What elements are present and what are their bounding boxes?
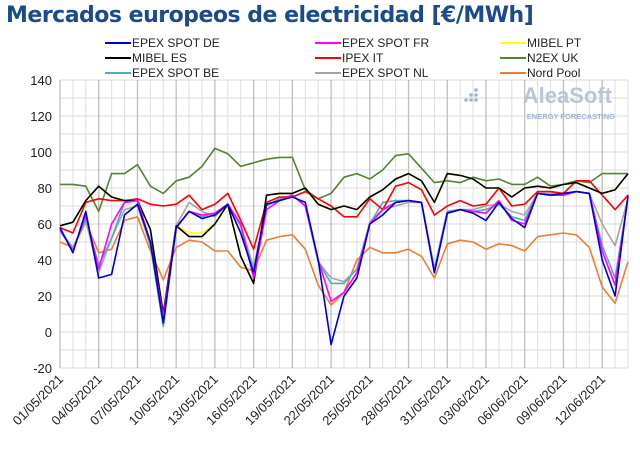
y-tick-label: 120 [30, 109, 52, 124]
legend-label: Nord Pool [527, 66, 580, 80]
legend-label: MIBEL ES [132, 51, 187, 65]
watermark-dot [474, 88, 478, 92]
watermark-dot [469, 98, 473, 102]
y-tick-label: 80 [38, 181, 52, 196]
legend-label: N2EX UK [527, 51, 578, 65]
y-tick-label: -20 [33, 361, 52, 376]
watermark-tagline: ENERGY FORECASTING [527, 112, 615, 121]
legend-label: EPEX SPOT BE [132, 66, 219, 80]
watermark-dot [474, 98, 478, 102]
legend-label: IPEX IT [342, 51, 384, 65]
y-tick-label: 100 [30, 145, 52, 160]
watermark-dot [474, 93, 478, 97]
chart-title: Mercados europeos de electricidad [€/MWh… [6, 3, 534, 28]
series-line-n2ex-uk [60, 147, 628, 213]
legend-label: MIBEL PT [527, 36, 582, 50]
series-line-ipex-it [59, 180, 629, 250]
watermark-dot [469, 93, 473, 97]
legend-label: EPEX SPOT DE [132, 36, 220, 50]
watermark-dot [464, 98, 468, 102]
series-line-epex-spot-de [59, 190, 629, 346]
y-tick-label: 140 [30, 73, 52, 88]
y-tick-label: 60 [38, 217, 52, 232]
watermark-logo: AleaSoft [523, 83, 613, 108]
y-tick-label: 20 [38, 289, 52, 304]
legend-label: EPEX SPOT FR [342, 36, 429, 50]
legend-label: EPEX SPOT NL [342, 66, 429, 80]
y-tick-label: 40 [38, 253, 52, 268]
series-line-mibel-es [59, 172, 629, 315]
y-tick-label: 0 [45, 325, 52, 340]
